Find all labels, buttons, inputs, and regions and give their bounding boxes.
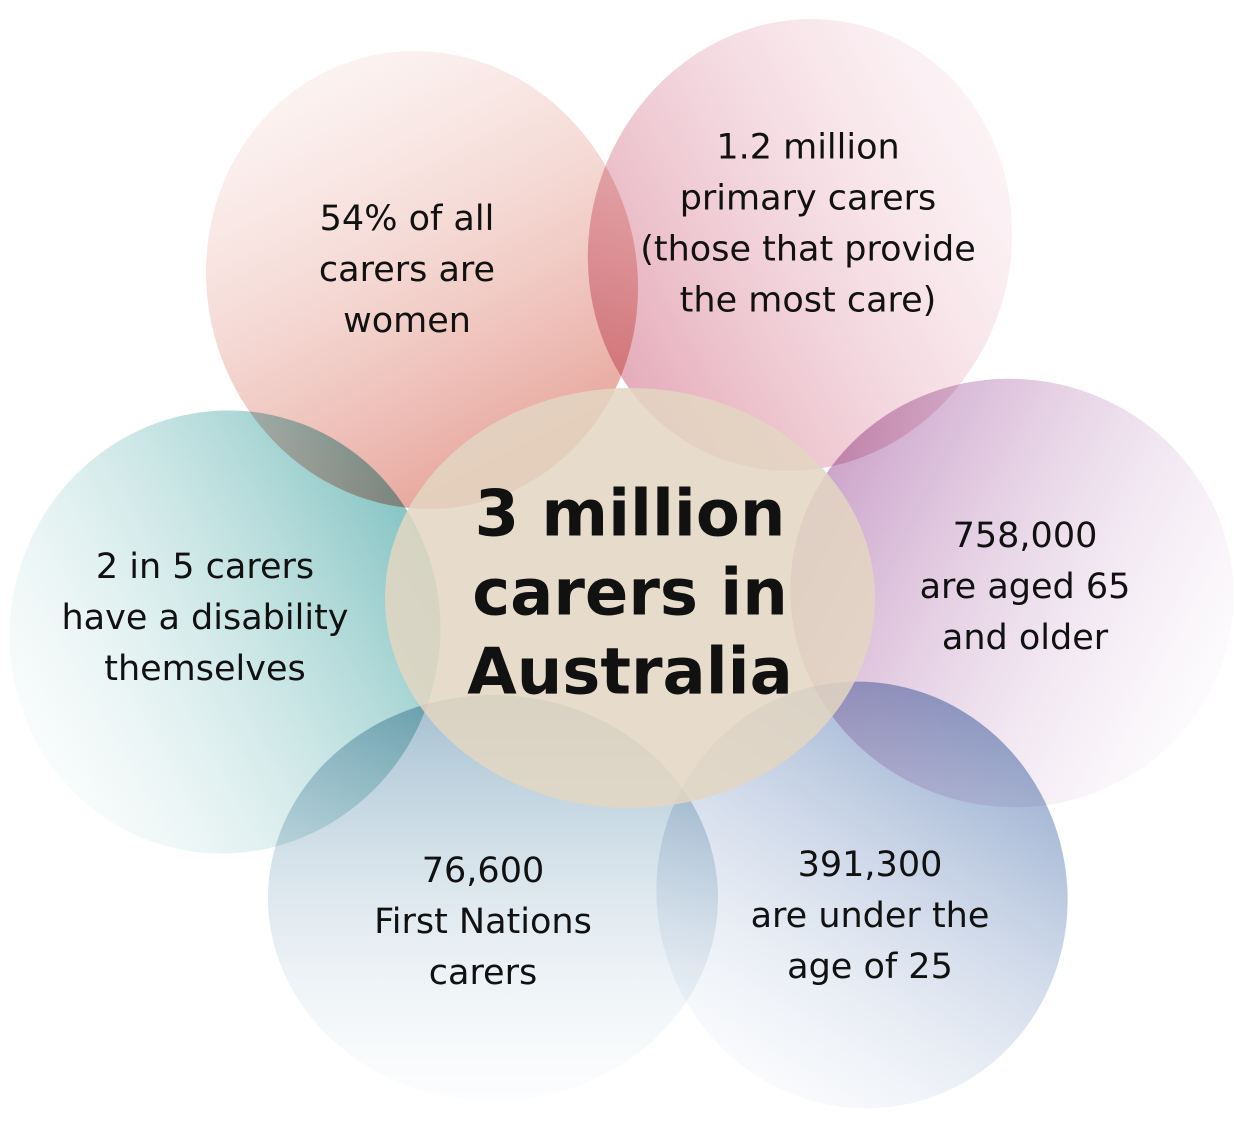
petal-text: have a disability xyxy=(61,598,348,638)
petal-text: are aged 65 xyxy=(920,567,1131,607)
petal-text: themselves xyxy=(104,649,306,689)
petal-text: First Nations xyxy=(374,902,592,942)
labels: 54% of all carers are women 1.2 million prim… xyxy=(61,128,1130,994)
petal-text: 391,300 xyxy=(798,845,943,885)
petal-text: 1.2 million xyxy=(716,128,899,168)
petal-text: (those that provide xyxy=(640,230,976,270)
petal-text: primary carers xyxy=(680,179,937,219)
petal-text: carers are xyxy=(319,250,495,290)
petal-blob xyxy=(656,681,1068,1109)
petal-text: 758,000 xyxy=(953,516,1098,556)
petal-text: 54% of all xyxy=(320,199,495,239)
petal-text: 2 in 5 carers xyxy=(96,547,314,587)
petal-blob xyxy=(587,19,1013,471)
petal-text: carers xyxy=(429,953,537,993)
petal-blob xyxy=(205,50,639,510)
center-text: Australia xyxy=(467,636,793,710)
petal-text: women xyxy=(343,301,471,341)
petal-text: and older xyxy=(942,618,1109,658)
center-text: 3 million xyxy=(475,478,786,552)
petal-text: the most care) xyxy=(680,281,937,321)
petal-text: are under the xyxy=(751,896,990,936)
petal-text: age of 25 xyxy=(787,947,953,987)
center-circle xyxy=(385,388,875,808)
petal-text: 76,600 xyxy=(422,851,544,891)
center-text: carers in xyxy=(472,557,788,631)
petal-blob xyxy=(9,410,441,854)
